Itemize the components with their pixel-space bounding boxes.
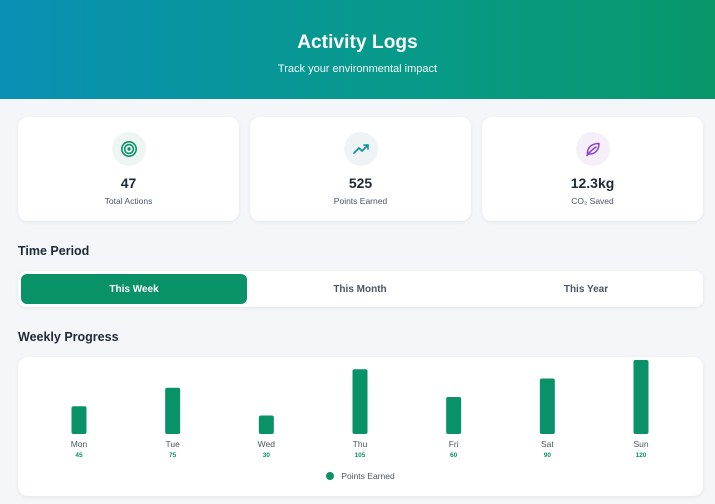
bar-value-label: 105	[354, 452, 366, 459]
trending-up-icon	[343, 132, 378, 166]
bar-sun	[633, 360, 649, 434]
page-subtitle: Track your environmental impact	[277, 63, 438, 75]
x-tick-label: Sat	[540, 439, 554, 449]
bar-mon	[71, 406, 87, 434]
x-tick-label: Sun	[633, 439, 649, 449]
page-title: Activity Logs	[297, 32, 418, 53]
legend-label: Points Earned	[341, 471, 395, 481]
stat-card-points-earned: 525 Points Earned	[250, 117, 471, 221]
target-icon	[111, 132, 146, 166]
chart-canvas	[71, 360, 649, 434]
bar-value-label: 90	[543, 452, 551, 459]
bar-value-label: 60	[450, 452, 458, 459]
weekly-progress-title: Weekly Progress	[18, 330, 119, 344]
period-this-year-button[interactable]: This Year	[563, 283, 609, 295]
stat-value: 47	[120, 175, 137, 191]
bar-wed	[258, 415, 274, 434]
stat-label: Total Actions	[104, 196, 153, 206]
leaf-icon	[575, 132, 610, 166]
period-this-month-button[interactable]: This Month	[333, 283, 387, 295]
bar-thu	[352, 369, 368, 434]
bar-value-label: 75	[169, 452, 177, 459]
time-period-title: Time Period	[18, 244, 90, 258]
stat-label: CO₂ Saved	[571, 196, 614, 206]
stat-card-total-actions: 47 Total Actions	[18, 117, 239, 221]
chart-legend: Points Earned	[18, 471, 703, 481]
legend-swatch	[326, 472, 335, 480]
bar-sat	[539, 378, 555, 434]
x-tick-label: Fri	[448, 439, 459, 449]
bar-value-label: 45	[75, 452, 83, 459]
x-tick-label: Wed	[257, 439, 275, 449]
period-this-week-button[interactable]: This Week	[21, 274, 247, 304]
x-tick-label: Thu	[352, 439, 368, 449]
x-tick-label: Tue	[165, 439, 180, 449]
bar-value-label: 120	[635, 452, 647, 459]
time-period-selector: This Week This Month This Year	[18, 271, 703, 307]
bar-fri	[446, 397, 462, 434]
x-tick-label: Mon	[70, 439, 88, 449]
stat-label: Points Earned	[333, 196, 388, 206]
weekly-progress-chart: Points Earned Mon 45 Tue 75 Wed 30 Thu 105 Fri 60…	[18, 357, 703, 496]
stat-value: 12.3kg	[570, 175, 615, 191]
stat-card-co2-saved: 12.3kg CO₂ Saved	[482, 117, 703, 221]
bar-tue	[165, 387, 181, 434]
page-header: Activity Logs Track your environmental i…	[0, 0, 715, 99]
stat-value: 525	[348, 175, 373, 191]
bar-value-label: 30	[262, 452, 270, 459]
